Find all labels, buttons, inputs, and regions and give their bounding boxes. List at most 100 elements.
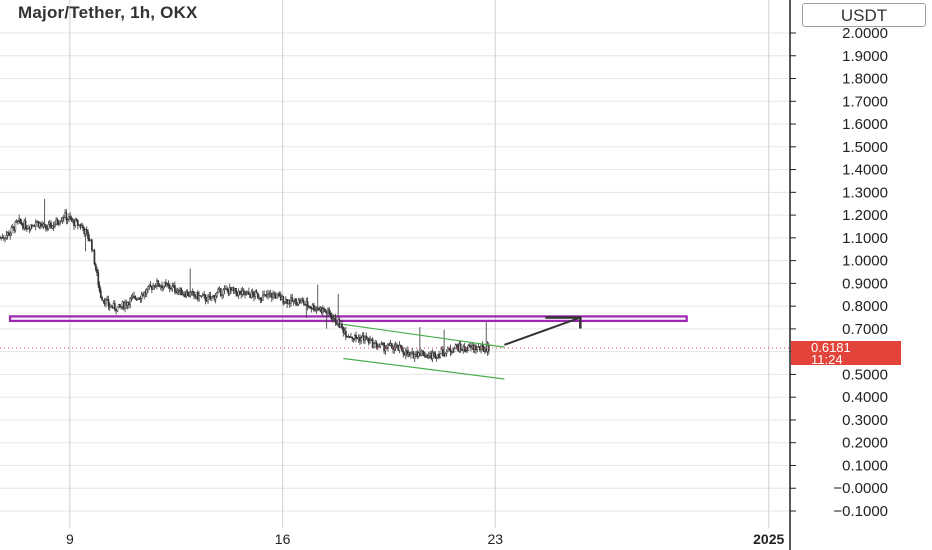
candle-body bbox=[196, 292, 199, 300]
candle-body bbox=[292, 300, 295, 302]
last-price-value: 0.6181 bbox=[811, 340, 851, 355]
candle-body bbox=[366, 337, 369, 340]
candle-body bbox=[424, 355, 426, 358]
candle-body bbox=[171, 285, 174, 290]
candle-body bbox=[299, 299, 301, 304]
candle-body bbox=[193, 291, 195, 296]
candle-body bbox=[337, 319, 340, 325]
candle-body bbox=[147, 286, 149, 291]
candle-body bbox=[422, 351, 425, 357]
candle-body bbox=[258, 297, 260, 299]
price-tick-label: 0.2000 bbox=[842, 435, 888, 452]
candle-body bbox=[348, 335, 351, 338]
candle-body bbox=[99, 290, 102, 298]
candle-body bbox=[38, 223, 41, 227]
candle-body bbox=[375, 342, 378, 349]
candle-body bbox=[213, 295, 216, 300]
candle-body bbox=[173, 285, 176, 292]
price-axis[interactable]: 2.0000 1.9000 1.8000 1.7000 1.6000 1.5000 1.40… bbox=[790, 25, 888, 520]
price-tick-label: 1.5000 bbox=[842, 139, 888, 156]
candle-body bbox=[332, 318, 334, 320]
candle-body bbox=[204, 294, 207, 301]
candle-body bbox=[126, 302, 129, 306]
candle-body bbox=[450, 351, 453, 353]
candle-body bbox=[236, 292, 239, 296]
candle-body bbox=[453, 348, 456, 353]
candle-body bbox=[244, 291, 246, 295]
candle-body bbox=[315, 307, 318, 310]
candle-body bbox=[167, 284, 170, 286]
price-tick-label: 1.7000 bbox=[842, 93, 888, 110]
candle-body bbox=[468, 345, 471, 347]
candle-body bbox=[333, 315, 336, 319]
candle-body bbox=[96, 269, 98, 274]
candle-body bbox=[6, 232, 9, 236]
candle-body bbox=[256, 292, 259, 299]
candle-body bbox=[48, 222, 51, 225]
target-arrow-head[interactable] bbox=[545, 316, 582, 329]
candle-body bbox=[51, 225, 54, 229]
channel-line[interactable] bbox=[343, 357, 505, 380]
candle-body bbox=[347, 335, 350, 338]
candle-body bbox=[179, 287, 181, 292]
currency-unit-button[interactable]: USDT bbox=[802, 3, 926, 27]
candle-body bbox=[47, 223, 50, 230]
candle-body bbox=[419, 352, 421, 356]
candle-body bbox=[484, 348, 486, 353]
candle-body bbox=[166, 283, 169, 285]
candle-body bbox=[268, 293, 271, 295]
candle-body bbox=[209, 296, 212, 299]
candle-body bbox=[156, 280, 158, 287]
candle-body bbox=[32, 225, 35, 227]
candle-body bbox=[339, 323, 342, 328]
candle-body bbox=[116, 306, 119, 312]
candle-body bbox=[404, 350, 407, 356]
support-band[interactable] bbox=[8, 315, 688, 323]
candle-body bbox=[227, 289, 230, 294]
candle-body bbox=[190, 291, 193, 293]
candle-body bbox=[398, 344, 401, 351]
candle-body bbox=[11, 226, 14, 228]
candle-body bbox=[0, 237, 1, 239]
candle-body bbox=[304, 303, 306, 306]
trend-drawings[interactable] bbox=[343, 316, 582, 380]
candle-body bbox=[54, 224, 56, 228]
candle-body bbox=[352, 338, 355, 340]
candle-body bbox=[230, 287, 232, 291]
candle-body bbox=[70, 217, 73, 221]
price-tick-label: 0.4000 bbox=[842, 389, 888, 406]
candle-body bbox=[452, 351, 454, 353]
candle-body bbox=[14, 221, 17, 231]
candle-body bbox=[134, 295, 137, 299]
time-tick-label: 2025 bbox=[753, 531, 784, 547]
candle-body bbox=[25, 228, 28, 230]
candle-body bbox=[93, 250, 96, 265]
candle-body bbox=[0, 236, 3, 239]
grid bbox=[0, 0, 790, 528]
candle-body bbox=[297, 299, 300, 305]
candle-body bbox=[309, 305, 311, 308]
candle-body bbox=[323, 308, 325, 312]
time-axis[interactable]: 9 16 23 2025 bbox=[66, 531, 785, 547]
candle-body bbox=[158, 285, 161, 287]
candle-body bbox=[433, 352, 435, 354]
price-tick-label: 1.6000 bbox=[842, 116, 888, 133]
candle-body bbox=[65, 212, 68, 221]
candle-body bbox=[383, 342, 385, 352]
target-arrow-shaft[interactable] bbox=[504, 316, 581, 346]
support-band-rect[interactable] bbox=[8, 315, 688, 323]
channel-line[interactable] bbox=[343, 323, 505, 348]
candle-body bbox=[457, 346, 459, 352]
candle-body bbox=[69, 216, 72, 219]
candle-body bbox=[311, 304, 314, 309]
candle-body bbox=[78, 224, 80, 226]
candle-body bbox=[362, 335, 365, 341]
candle-body bbox=[235, 288, 237, 293]
candle-body bbox=[459, 343, 462, 350]
candle-body bbox=[221, 294, 223, 296]
candle-body bbox=[101, 297, 103, 301]
candle-body bbox=[82, 225, 84, 229]
candle-body bbox=[91, 239, 93, 251]
candle-body bbox=[114, 303, 116, 310]
